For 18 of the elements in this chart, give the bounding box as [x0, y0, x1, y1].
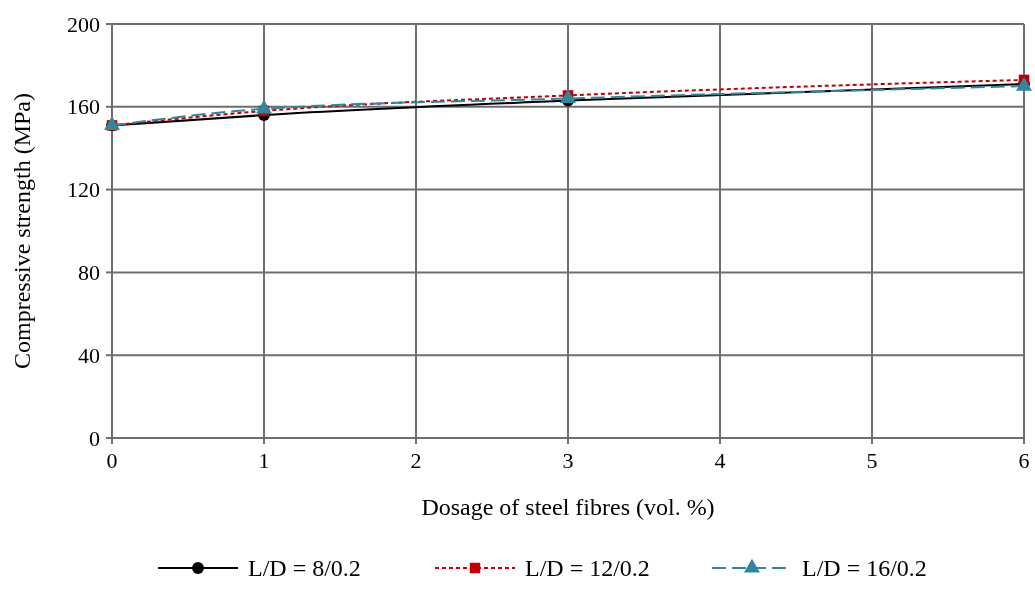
y-tick-label: 80: [78, 259, 100, 285]
y-tick-label: 120: [67, 177, 100, 203]
x-tick-label: 3: [562, 448, 574, 473]
y-tick-label: 160: [67, 94, 100, 120]
x-tick-label: 1: [258, 448, 270, 473]
legend-label: L/D = 16/0.2: [802, 555, 927, 581]
legend-label: L/D = 12/0.2: [525, 555, 650, 581]
x-tick-label: 2: [410, 448, 422, 473]
y-axis-title: Compressive strength (MPa): [9, 93, 35, 369]
y-tick-label: 200: [67, 11, 100, 37]
x-tick-label: 6: [1018, 448, 1030, 473]
x-axis-title: Dosage of steel fibres (vol. %): [421, 494, 715, 520]
legend-label: L/D = 8/0.2: [248, 555, 361, 581]
x-tick-label: 0: [106, 448, 118, 473]
x-tick-label: 4: [714, 448, 726, 473]
y-tick-label: 40: [78, 342, 100, 368]
y-tick-label: 0: [89, 425, 100, 451]
x-tick-label: 5: [866, 448, 878, 473]
